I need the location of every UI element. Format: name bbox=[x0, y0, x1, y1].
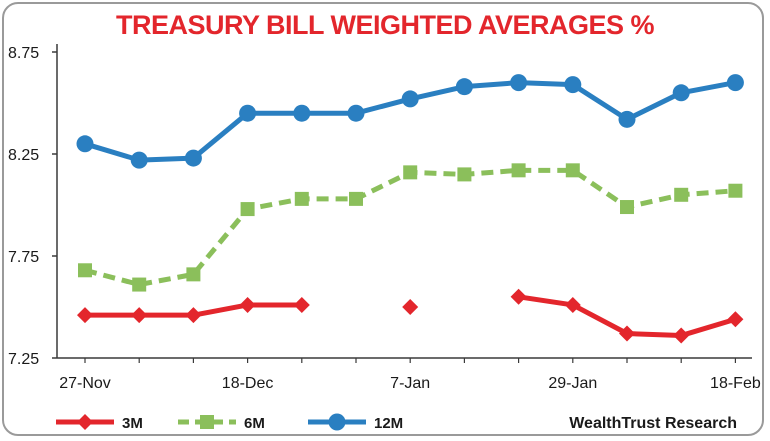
x-tick-label: 7-Jan bbox=[390, 375, 430, 392]
data-point-12m bbox=[672, 84, 690, 102]
data-point-12m bbox=[618, 110, 636, 128]
chart-axes: 8.75 8.25 7.75 7.25 27-Nov 18-Dec 7-Jan 29-Jan 1… bbox=[8, 44, 761, 392]
source-credit: WealthTrust Research bbox=[569, 415, 737, 432]
x-tick-label: 27-Nov bbox=[59, 375, 111, 392]
data-point-3m bbox=[77, 307, 93, 324]
data-point-6m bbox=[403, 165, 418, 180]
data-point-3m bbox=[239, 296, 256, 313]
x-tick-label: 29-Jan bbox=[548, 375, 597, 392]
data-point-3m bbox=[402, 299, 419, 315]
y-tick-label: 7.75 bbox=[8, 249, 39, 266]
data-point-6m bbox=[78, 263, 92, 278]
legend-label-3m: 3M bbox=[122, 415, 143, 432]
data-point-3m bbox=[619, 325, 635, 342]
data-point-12m bbox=[726, 74, 744, 92]
data-point-12m bbox=[564, 76, 582, 94]
y-tick-label: 7.25 bbox=[8, 351, 39, 368]
data-point-6m bbox=[349, 191, 363, 206]
data-point-12m bbox=[76, 135, 94, 153]
data-point-6m bbox=[132, 277, 147, 292]
data-point-12m bbox=[184, 149, 202, 167]
data-point-12m bbox=[510, 74, 528, 92]
series-3m bbox=[77, 288, 744, 344]
legend-marker-3m bbox=[77, 414, 93, 430]
data-point-6m bbox=[565, 163, 580, 178]
data-point-6m bbox=[457, 167, 472, 182]
data-point-12m bbox=[130, 151, 148, 169]
data-point-12m bbox=[239, 104, 257, 122]
data-point-3m bbox=[185, 307, 202, 324]
data-point-6m bbox=[294, 191, 309, 206]
data-point-3m bbox=[673, 327, 690, 344]
x-tick-label: 18-Dec bbox=[222, 375, 274, 392]
data-point-3m bbox=[727, 311, 744, 328]
legend-marker-12m bbox=[328, 413, 346, 431]
data-point-3m bbox=[293, 296, 310, 313]
data-point-6m bbox=[240, 202, 255, 217]
x-tick-label: 18-Feb bbox=[710, 375, 761, 392]
data-point-6m bbox=[728, 183, 743, 198]
chart-title: TREASURY BILL WEIGHTED AVERAGES % bbox=[115, 10, 655, 40]
data-point-6m bbox=[511, 163, 526, 178]
data-point-12m bbox=[401, 90, 419, 108]
series-line-6m bbox=[84, 167, 736, 288]
legend-marker-6m bbox=[200, 415, 214, 429]
data-point-12m bbox=[293, 104, 311, 122]
data-point-6m bbox=[674, 187, 689, 202]
chart-legend: 3M 6M 12M WealthTrust Research bbox=[56, 413, 737, 432]
chart-frame bbox=[2, 2, 764, 436]
legend-label-6m: 6M bbox=[244, 415, 265, 432]
data-point-3m bbox=[564, 296, 581, 313]
y-tick-label: 8.75 bbox=[8, 45, 39, 62]
series-layer bbox=[76, 74, 744, 344]
data-point-3m bbox=[131, 307, 148, 324]
data-point-12m bbox=[455, 78, 473, 96]
series-6m bbox=[78, 163, 743, 292]
data-point-3m bbox=[510, 288, 527, 305]
data-point-6m bbox=[186, 267, 201, 282]
legend-label-12m: 12M bbox=[374, 415, 403, 432]
data-point-6m bbox=[620, 200, 634, 215]
y-tick-label: 8.25 bbox=[8, 147, 39, 164]
series-12m bbox=[76, 74, 744, 169]
data-point-12m bbox=[347, 104, 365, 122]
